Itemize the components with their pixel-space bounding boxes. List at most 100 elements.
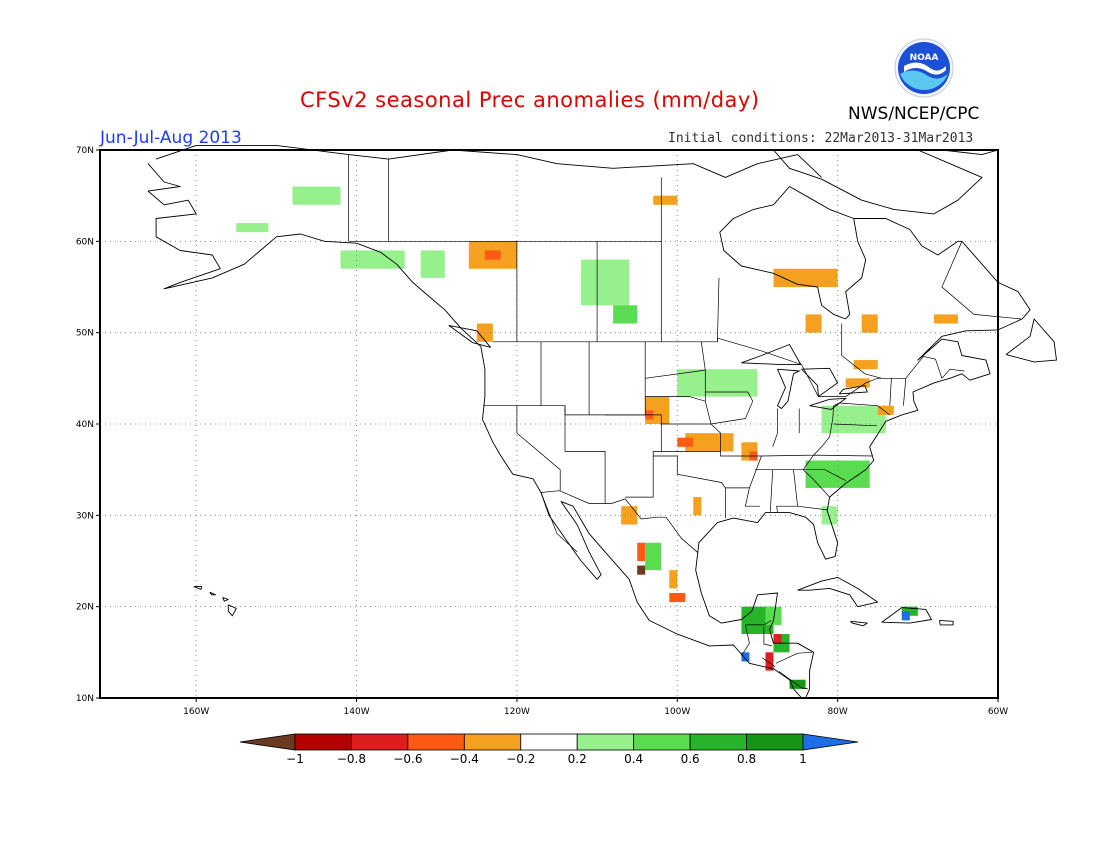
anomaly-cell bbox=[765, 652, 774, 671]
anomaly-cell bbox=[236, 223, 269, 233]
colorbar-box bbox=[294, 733, 352, 751]
anomaly-cell bbox=[861, 314, 878, 333]
colorbar-label: 0.8 bbox=[737, 752, 756, 766]
anomaly-cell bbox=[741, 652, 750, 662]
border-line bbox=[775, 651, 813, 664]
coastline-segment bbox=[941, 149, 999, 156]
border-line bbox=[903, 378, 907, 406]
anomaly-cell bbox=[645, 542, 662, 571]
border-line bbox=[763, 626, 772, 647]
anomaly-cell bbox=[765, 606, 782, 625]
anomaly-cell bbox=[637, 542, 646, 561]
border-line bbox=[824, 469, 846, 481]
border-line bbox=[705, 391, 754, 419]
colorbar-boxes bbox=[239, 733, 859, 751]
border-line bbox=[741, 620, 772, 657]
lat-tick-label: 60N bbox=[76, 237, 94, 247]
anomaly-cell bbox=[653, 195, 678, 205]
colorbar-label: 0.6 bbox=[681, 752, 700, 766]
province-line bbox=[841, 323, 882, 379]
forecast-period: Jun-Jul-Aug 2013 bbox=[100, 128, 242, 148]
lat-tick-label: 30N bbox=[76, 511, 94, 521]
border-line bbox=[516, 405, 561, 491]
coastline-segment bbox=[1005, 318, 1057, 363]
colorbar-label: −0.2 bbox=[506, 752, 535, 766]
political-borders bbox=[348, 154, 1022, 690]
border-line bbox=[762, 657, 776, 668]
colorbar-box bbox=[633, 733, 691, 751]
border-line bbox=[833, 402, 891, 416]
colorbar-label: 0.4 bbox=[624, 752, 643, 766]
border-line bbox=[653, 455, 726, 519]
coastline-segment bbox=[850, 620, 868, 627]
lake-outline bbox=[838, 385, 868, 395]
colorbar-under-triangle bbox=[239, 733, 296, 751]
colorbar-box bbox=[576, 733, 635, 751]
lat-tick-label: 20N bbox=[76, 603, 94, 613]
border-line bbox=[605, 414, 662, 498]
province-line bbox=[941, 368, 965, 379]
border-line bbox=[889, 378, 892, 406]
colorbar-label: 0.2 bbox=[568, 752, 587, 766]
great-lakes bbox=[741, 343, 868, 410]
axis-ticks: 160W 140W 120W 100W 80W 60W 10N 20N 30N 40N 50N 60N… bbox=[76, 146, 1008, 717]
anomaly-cell bbox=[621, 506, 638, 525]
lat-tick-label: 50N bbox=[76, 329, 94, 339]
map-title: CFSv2 seasonal Prec anomalies (mm/day) bbox=[300, 88, 760, 112]
lake-outline bbox=[809, 397, 848, 410]
border-line bbox=[769, 469, 774, 512]
coastline-segment bbox=[719, 186, 867, 320]
anomaly-cell bbox=[637, 565, 646, 575]
anomaly-cell bbox=[773, 634, 782, 644]
anomaly-cell bbox=[420, 250, 445, 278]
anomaly-cell bbox=[693, 497, 702, 516]
coastline-segment bbox=[939, 619, 954, 626]
anomaly-cell bbox=[805, 314, 822, 333]
coastline-segment bbox=[853, 218, 962, 256]
colorbar-label: −0.8 bbox=[337, 752, 366, 766]
lat-tick-label: 40N bbox=[76, 420, 94, 430]
lon-tick-label: 120W bbox=[504, 707, 530, 717]
coastline-segment bbox=[209, 591, 216, 596]
colorbar-label: 1 bbox=[799, 752, 807, 766]
border-line bbox=[645, 369, 706, 379]
coastline-segment bbox=[773, 149, 983, 215]
border-line bbox=[661, 341, 712, 425]
logo-lettering: NOAA bbox=[910, 53, 939, 63]
border-line bbox=[772, 408, 778, 447]
anomaly-cell bbox=[581, 259, 630, 306]
border-line bbox=[833, 423, 877, 427]
anomaly-cell bbox=[613, 305, 638, 324]
colorbar-label: −1 bbox=[286, 752, 304, 766]
border-line bbox=[776, 469, 798, 513]
coastline-segment bbox=[797, 576, 879, 608]
border-line bbox=[540, 492, 578, 553]
anomaly-cell bbox=[669, 592, 686, 603]
border-line bbox=[540, 490, 699, 554]
anomaly-cell bbox=[853, 360, 878, 370]
coastline-segment bbox=[193, 586, 203, 590]
border-line bbox=[645, 396, 706, 402]
colorbar-box bbox=[463, 733, 522, 751]
colorbar-box bbox=[520, 733, 578, 751]
border-line bbox=[564, 405, 606, 504]
lake-outline bbox=[776, 368, 801, 410]
anomaly-cell bbox=[292, 186, 341, 205]
anomaly-cell bbox=[789, 679, 806, 689]
anomaly-cell bbox=[476, 323, 493, 342]
lat-tick-label: 10N bbox=[76, 694, 94, 704]
colorbar-box bbox=[689, 733, 747, 751]
anomaly-cell bbox=[845, 378, 870, 388]
anomaly-cell bbox=[677, 437, 694, 447]
agency-label: NWS/NCEP/CPC bbox=[848, 104, 980, 124]
border-line bbox=[744, 455, 762, 507]
anomaly-cell bbox=[484, 250, 501, 260]
lon-tick-label: 100W bbox=[664, 707, 690, 717]
border-line bbox=[778, 671, 809, 690]
coastline-segment bbox=[881, 607, 932, 624]
lon-tick-label: 160W bbox=[183, 707, 209, 717]
